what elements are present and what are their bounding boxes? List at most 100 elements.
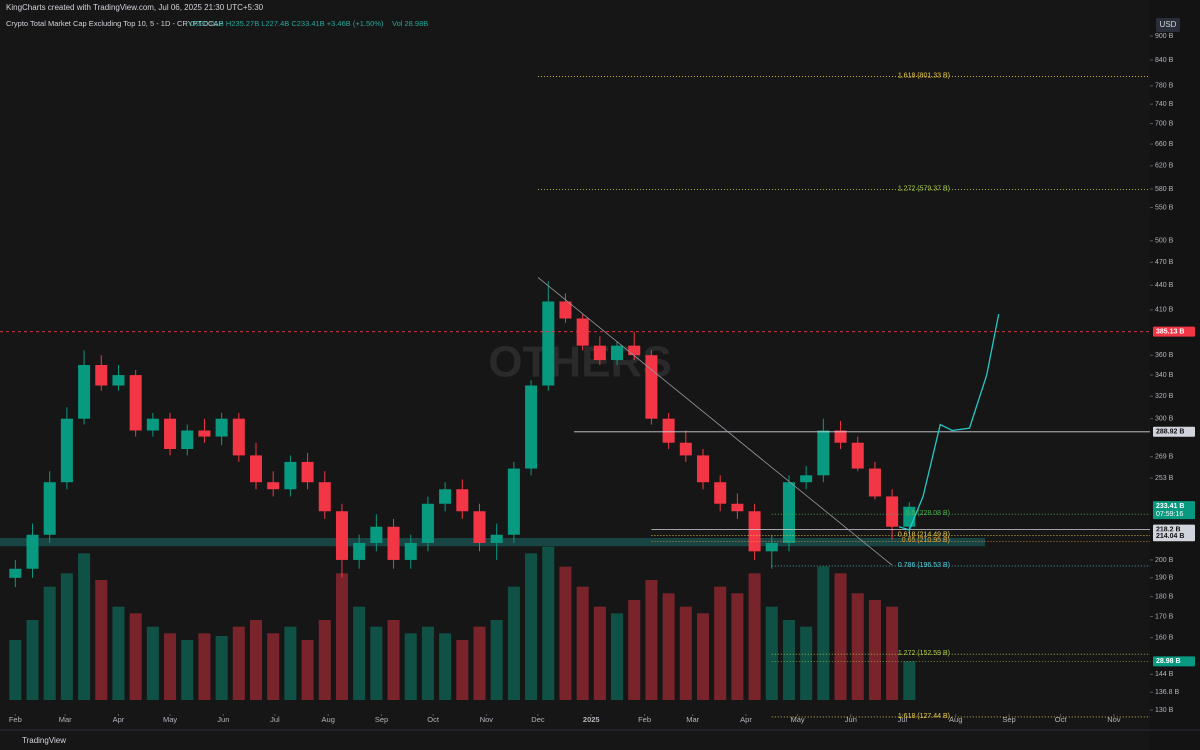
price-tag-timer: 07:59:16 [1156,511,1183,518]
volume-legend: Vol 28.98B [392,19,428,28]
candle-body [800,475,813,483]
candle-body [714,482,727,504]
x-tick-label: Oct [427,715,440,724]
candle-body [439,489,452,504]
volume-bar [164,633,177,700]
candle-body [215,418,228,437]
x-tick-label: Dec [531,715,545,724]
x-tick-label: Jul [898,715,908,724]
volume-bar [765,606,778,700]
x-tick-label: Nov [480,715,494,724]
y-tick-label: 700 B [1155,120,1174,127]
volume-tag-label: 28.98 B [1156,658,1181,665]
candle-body [817,430,830,476]
y-tick-label: 740 B [1155,101,1174,108]
ohlc: O230.01B H235.27B L227.4B C233.41B +3.46… [190,19,384,28]
y-tick-label: 620 B [1155,163,1174,170]
candle-body [490,534,503,543]
y-tick-label: 253 B [1155,475,1174,482]
y-tick-label: 200 B [1155,557,1174,564]
fib-label: 1.272 (579.37 B) [898,185,950,192]
y-tick-label: 550 B [1155,204,1174,211]
footer: TradingView [22,736,66,745]
candle-body [748,511,761,552]
volume-bar [886,606,899,700]
candle-body [387,526,400,560]
volume-bar [679,606,692,700]
price-tag-label: 233.41 B [1156,503,1184,510]
volume-bar [421,626,434,700]
x-tick-label: Sep [1002,715,1015,724]
fib-label: 1.618 (801.33 B) [898,72,950,79]
candle-body [353,542,366,560]
y-tick-label: 840 B [1155,57,1174,64]
volume-bar [662,593,675,700]
y-tick-label: 900 B [1155,33,1174,40]
volume-bar [129,613,142,700]
candle-body [851,442,864,469]
candle-body [78,364,91,419]
y-tick-label: 360 B [1155,352,1174,359]
candle-body [542,301,555,386]
fib-label: 1.618 (127.44 B) [898,713,950,720]
x-tick-label: Nov [1107,715,1121,724]
candle-body [335,511,348,560]
candle-body [525,385,538,469]
candle-body [868,468,881,497]
volume-bar [731,593,744,700]
volume-bar [748,573,761,700]
volume-bar [181,640,194,700]
volume-bar [60,573,73,700]
volume-bar [335,573,348,700]
candle-body [765,542,778,552]
watermark: OTHERS [488,338,671,387]
candle-body [370,526,383,543]
currency-button[interactable] [1156,18,1180,32]
price-tag-label: 218.2 B [1156,526,1181,533]
candle-body [679,442,692,456]
candle-body [198,430,211,437]
volume-bar [696,613,710,700]
y-tick-label: 130 B [1155,707,1174,714]
volume-bar [284,626,297,700]
volume-bar [198,633,211,700]
currency[interactable]: USD [1160,20,1177,29]
candle-body [834,430,847,443]
x-tick-label: Mar [686,715,699,724]
candle-body [662,418,675,443]
volume-bar [232,626,245,700]
volume-bar [215,636,228,700]
x-tick-label: May [163,715,177,724]
symbol: Crypto Total Market Cap Excluding Top 10… [6,19,223,28]
candle-body [9,568,22,578]
volume-bar [628,600,641,700]
candle-body [181,430,194,450]
volume-bar [353,606,366,700]
x-tick-label: May [790,715,804,724]
volume-bar [490,620,503,700]
candle-body [628,345,641,356]
candle-body [696,455,710,483]
volume-bar [456,640,469,700]
x-tick-label: Oct [1055,715,1068,724]
candle-body [593,345,606,361]
y-tick-label: 160 B [1155,635,1174,642]
y-tick-label: 320 B [1155,393,1174,400]
volume-bar [507,586,520,700]
volume-bar [387,620,400,700]
y-tick-label: 269 B [1155,454,1174,461]
y-tick-label: 170 B [1155,613,1174,620]
volume-bar [146,626,159,700]
x-tick-label: Jun [845,715,857,724]
y-tick-label: 190 B [1155,575,1174,582]
volume-bar [834,573,847,700]
price-tag [1153,426,1195,437]
candle-body [146,418,159,431]
candle-body [129,375,142,431]
candle-body [60,418,73,483]
candle-body [507,468,520,535]
x-tick-label: Jul [270,715,280,724]
fib-label: 0.65 (210.95 B) [902,537,950,544]
volume-bar [318,620,331,700]
